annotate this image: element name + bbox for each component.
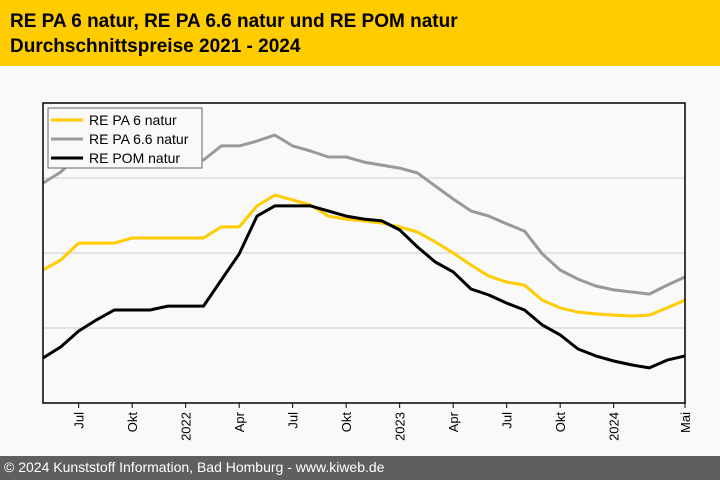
- x-tick-label: Apr: [446, 411, 461, 432]
- legend: RE PA 6 natur RE PA 6.6 natur RE POM natur: [47, 107, 203, 169]
- legend-item: RE PA 6.6 natur: [51, 131, 189, 147]
- x-axis-ticks: Jul Okt 2022 Apr Jul Okt 2023 Apr Jul Okt 2024 Mai: [72, 403, 693, 441]
- x-tick-label: Okt: [339, 412, 354, 433]
- x-tick-label: Mai: [678, 412, 693, 433]
- x-tick-label: Okt: [125, 412, 140, 433]
- series-line-re-pom-natur: [42, 204, 686, 370]
- x-tick-label: Jul: [72, 412, 87, 429]
- legend-item: RE POM natur: [51, 150, 180, 166]
- legend-item: RE PA 6 natur: [51, 112, 177, 128]
- legend-label: RE PA 6.6 natur: [89, 131, 189, 147]
- line-chart: Jul Okt 2022 Apr Jul Okt 2023 Apr Jul Okt 2024 Mai …: [42, 102, 693, 441]
- series-lines: [42, 133, 686, 370]
- chart-title: RE PA 6 natur, RE PA 6.6 natur und RE PO…: [10, 9, 458, 59]
- chart-title-line2: Durchschnittspreise 2021 - 2024: [10, 36, 301, 57]
- x-tick-label: 2022: [179, 412, 194, 441]
- gridlines: [43, 177, 685, 329]
- footer-bar: © 2024 Kunststoff Information, Bad Hombu…: [0, 456, 720, 480]
- chart-title-line1: RE PA 6 natur, RE PA 6.6 natur und RE PO…: [10, 11, 458, 32]
- legend-label: RE PA 6 natur: [89, 112, 177, 128]
- x-tick-label: Okt: [553, 412, 568, 433]
- plot-frame: [42, 102, 686, 404]
- legend-label: RE POM natur: [89, 150, 180, 166]
- x-tick-label: 2023: [393, 412, 408, 441]
- series-line-re-pa-6-natur: [42, 193, 686, 318]
- header-banner: RE PA 6 natur, RE PA 6.6 natur und RE PO…: [0, 0, 720, 66]
- x-tick-label: Jul: [286, 412, 301, 429]
- x-tick-label: Apr: [232, 411, 247, 432]
- x-tick-label: 2024: [607, 412, 622, 441]
- x-tick-label: Jul: [500, 412, 515, 429]
- copyright-credit: © 2024 Kunststoff Information, Bad Hombu…: [4, 459, 385, 475]
